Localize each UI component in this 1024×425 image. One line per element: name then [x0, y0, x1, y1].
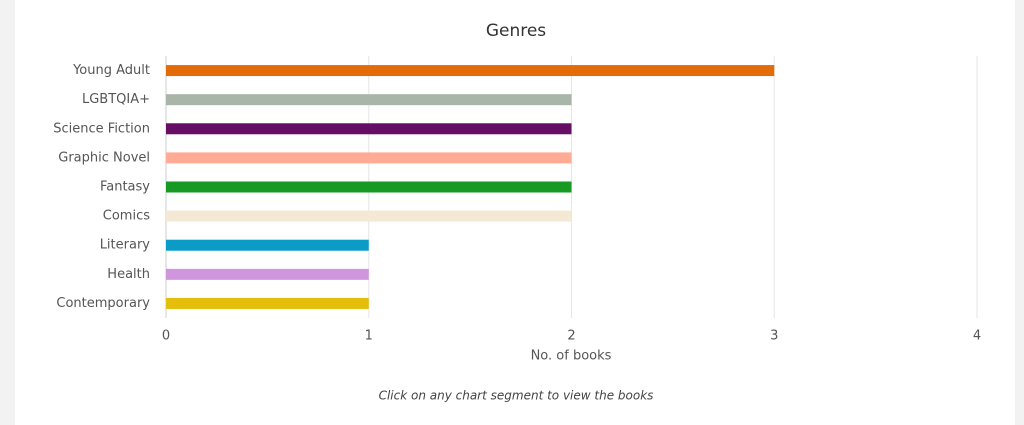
- bar[interactable]: [166, 297, 369, 309]
- bar[interactable]: [166, 210, 572, 222]
- y-tick-label: Literary: [100, 238, 151, 253]
- bar[interactable]: [166, 123, 572, 135]
- bar[interactable]: [166, 65, 775, 77]
- chart-title: Genres: [486, 21, 546, 41]
- bar[interactable]: [166, 239, 369, 251]
- bar[interactable]: [166, 94, 572, 106]
- x-tick-label: 1: [365, 329, 373, 344]
- x-tick-label: 4: [973, 329, 981, 344]
- y-tick-label: Young Adult: [72, 63, 150, 78]
- y-tick-label: Health: [107, 267, 150, 282]
- y-tick-label: Fantasy: [100, 180, 150, 195]
- y-tick-label: LGBTQIA+: [82, 92, 150, 107]
- y-tick-label: Contemporary: [56, 296, 150, 311]
- bar[interactable]: [166, 152, 572, 164]
- chart-note: Click on any chart segment to view the b…: [379, 389, 654, 403]
- x-tick-label: 2: [567, 329, 575, 344]
- y-tick-label: Science Fiction: [53, 121, 150, 136]
- y-tick-label: Graphic Novel: [58, 150, 150, 165]
- x-tick-label: 3: [770, 329, 778, 344]
- bar[interactable]: [166, 268, 369, 280]
- y-tick-label: Comics: [103, 209, 150, 224]
- x-axis-label: No. of books: [531, 349, 612, 364]
- bar[interactable]: [166, 181, 572, 193]
- x-tick-label: 0: [162, 329, 170, 344]
